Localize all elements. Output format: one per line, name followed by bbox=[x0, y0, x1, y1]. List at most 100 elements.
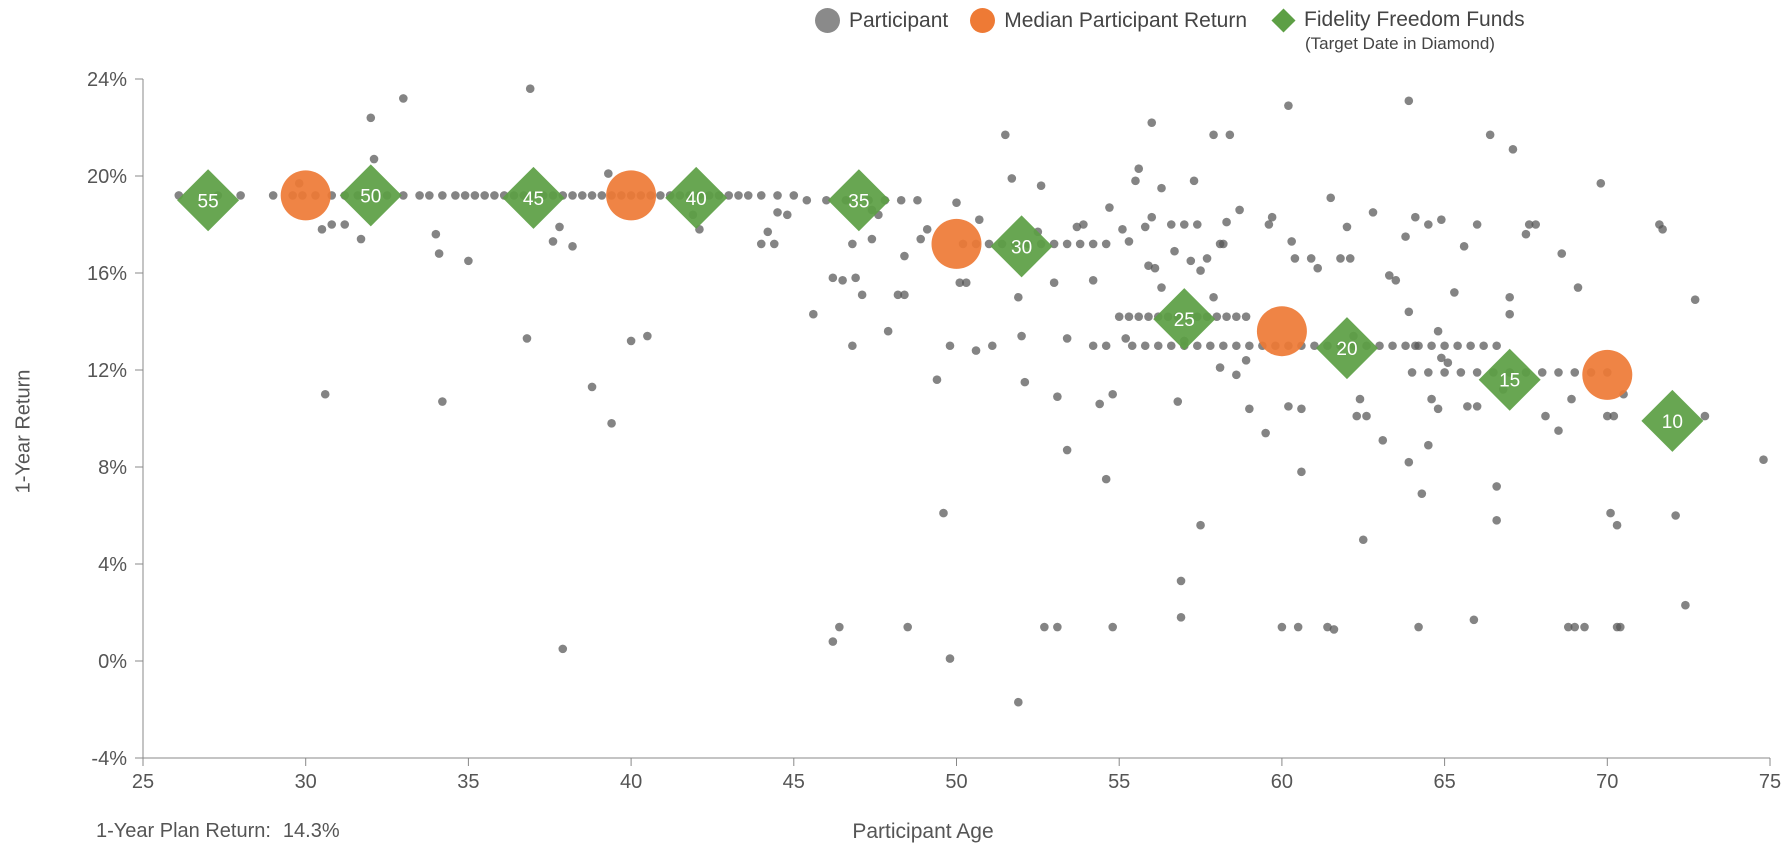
legend-median-label: Median Participant Return bbox=[1004, 8, 1248, 32]
participant-point bbox=[1313, 263, 1322, 273]
participant-point bbox=[1166, 341, 1176, 351]
participant-point bbox=[1479, 341, 1488, 351]
participant-point bbox=[1463, 402, 1472, 411]
participant-point bbox=[568, 191, 577, 200]
y-axis-label: 1-Year Return bbox=[12, 369, 35, 494]
participant-point bbox=[1206, 341, 1215, 351]
participant-point bbox=[945, 654, 955, 663]
participant-point bbox=[782, 210, 792, 220]
participant-point bbox=[1196, 520, 1205, 530]
participant-point bbox=[1040, 622, 1049, 632]
participant-point bbox=[1336, 254, 1345, 263]
participant-point bbox=[1222, 312, 1231, 321]
participant-point bbox=[1101, 341, 1111, 351]
participant-point bbox=[1014, 292, 1023, 302]
participant-point bbox=[236, 191, 245, 200]
participant-point bbox=[1277, 622, 1287, 632]
participant-point bbox=[1424, 220, 1433, 229]
participant-point bbox=[1232, 341, 1241, 351]
y-tick-label: 0% bbox=[98, 651, 127, 673]
participant-point bbox=[763, 227, 773, 237]
plan-return-label: 1-Year Plan Return: bbox=[96, 820, 271, 842]
participant-point bbox=[1609, 411, 1619, 421]
participant-point bbox=[1362, 411, 1371, 421]
participant-point bbox=[1293, 622, 1303, 632]
participant-point bbox=[1391, 275, 1401, 285]
participant-point bbox=[939, 508, 948, 518]
participant-point bbox=[1521, 229, 1531, 239]
participant-point bbox=[734, 191, 743, 200]
participant-point bbox=[1700, 411, 1710, 421]
participant-point bbox=[896, 195, 906, 205]
participant-point bbox=[1049, 278, 1059, 288]
participant-point bbox=[1492, 516, 1501, 525]
participant-point bbox=[555, 222, 564, 232]
participant-point bbox=[1209, 130, 1218, 140]
y-tick-label: 16% bbox=[87, 263, 127, 285]
x-tick-label: 65 bbox=[1433, 771, 1455, 793]
participant-point bbox=[464, 256, 473, 266]
participant-point bbox=[577, 191, 587, 200]
participant-point bbox=[1570, 622, 1580, 632]
participant-point bbox=[438, 397, 447, 406]
participant-point bbox=[1232, 370, 1241, 380]
legend-item-participant: Participant bbox=[815, 8, 948, 33]
participant-point bbox=[522, 334, 532, 343]
fund-diamond bbox=[1315, 317, 1378, 380]
x-tick-label: 35 bbox=[457, 771, 479, 793]
participant-point bbox=[1505, 309, 1514, 319]
participant-point bbox=[431, 229, 441, 239]
participant-point bbox=[1053, 622, 1062, 632]
participant-point bbox=[558, 644, 568, 654]
participant-point bbox=[961, 278, 971, 288]
participant-point bbox=[1401, 341, 1410, 351]
participant-point bbox=[1580, 622, 1589, 632]
participant-point bbox=[1062, 445, 1072, 455]
participant-point bbox=[1355, 394, 1365, 404]
fund-diamond-label: 45 bbox=[523, 189, 544, 210]
participant-point bbox=[451, 191, 460, 200]
participant-point bbox=[822, 195, 831, 205]
participant-point bbox=[1414, 622, 1423, 632]
participant-point bbox=[268, 191, 278, 200]
legend-fund-note: (Target Date in Diamond) bbox=[1305, 34, 1495, 53]
participant-point bbox=[1088, 341, 1098, 351]
participant-point bbox=[916, 234, 926, 244]
participant-point bbox=[587, 382, 597, 392]
participant-point bbox=[1404, 457, 1414, 467]
participant-point bbox=[1232, 312, 1241, 321]
participant-point bbox=[900, 290, 909, 300]
participant-point bbox=[1284, 101, 1293, 110]
participant-point bbox=[1140, 222, 1150, 232]
fund-diamond-label: 15 bbox=[1499, 371, 1520, 392]
participant-point bbox=[1140, 341, 1150, 351]
participant-point bbox=[1173, 397, 1183, 406]
participant-point bbox=[867, 234, 877, 244]
participant-point bbox=[1127, 341, 1137, 351]
participant-point bbox=[643, 331, 652, 341]
participant-point bbox=[1014, 697, 1023, 707]
participant-point bbox=[1524, 220, 1534, 229]
participant-point bbox=[1563, 622, 1573, 632]
plan-return-value: 14.3% bbox=[282, 820, 340, 842]
participant-point bbox=[1342, 222, 1352, 232]
participant-point bbox=[1131, 176, 1140, 186]
participant-point bbox=[1176, 613, 1186, 622]
participant-point bbox=[922, 225, 932, 234]
participant-point bbox=[848, 239, 857, 249]
participant-point bbox=[1001, 130, 1010, 140]
participant-point bbox=[626, 336, 636, 346]
fund-diamond-label: 25 bbox=[1174, 310, 1195, 331]
x-tick-label: 70 bbox=[1596, 771, 1618, 793]
participant-point bbox=[1118, 225, 1127, 234]
participant-point bbox=[1124, 237, 1134, 246]
participant-point bbox=[587, 191, 597, 200]
participant-point bbox=[1264, 220, 1274, 229]
participant-point bbox=[955, 278, 965, 288]
participant-point bbox=[1147, 118, 1157, 127]
participant-point bbox=[1297, 467, 1306, 477]
participant-point bbox=[1017, 331, 1026, 341]
participant-point bbox=[945, 341, 955, 351]
participant-point bbox=[1537, 368, 1547, 377]
